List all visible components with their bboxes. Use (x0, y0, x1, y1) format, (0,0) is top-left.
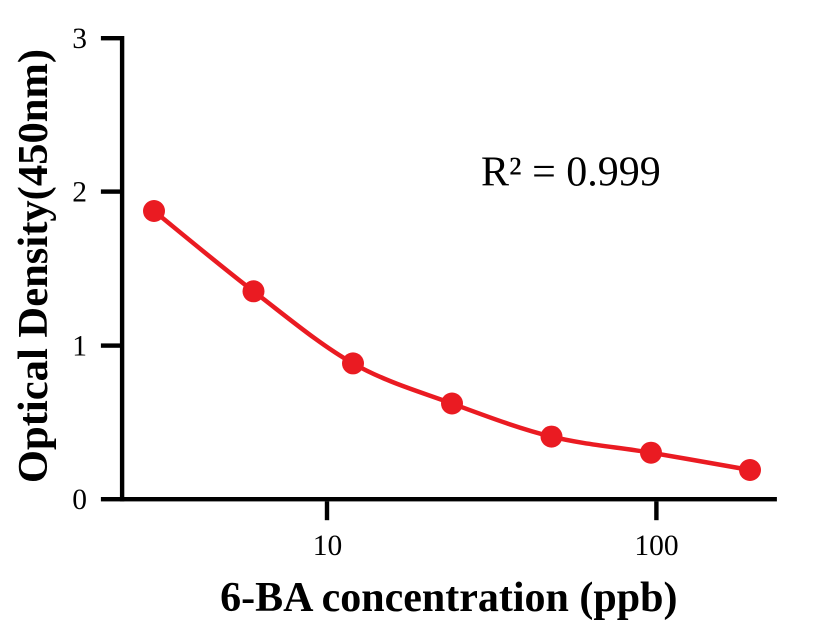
svg-text:0: 0 (72, 484, 87, 516)
svg-text:1: 1 (72, 330, 87, 362)
svg-text:2: 2 (72, 176, 87, 208)
svg-text:10: 10 (313, 530, 343, 562)
svg-text:Optical Density(450nm): Optical Density(450nm) (10, 49, 57, 483)
svg-text:100: 100 (634, 530, 678, 562)
svg-text:3: 3 (72, 23, 87, 55)
svg-text:R² = 0.999: R² = 0.999 (481, 150, 661, 196)
svg-text:6-BA concentration (ppb): 6-BA concentration (ppb) (220, 575, 677, 621)
